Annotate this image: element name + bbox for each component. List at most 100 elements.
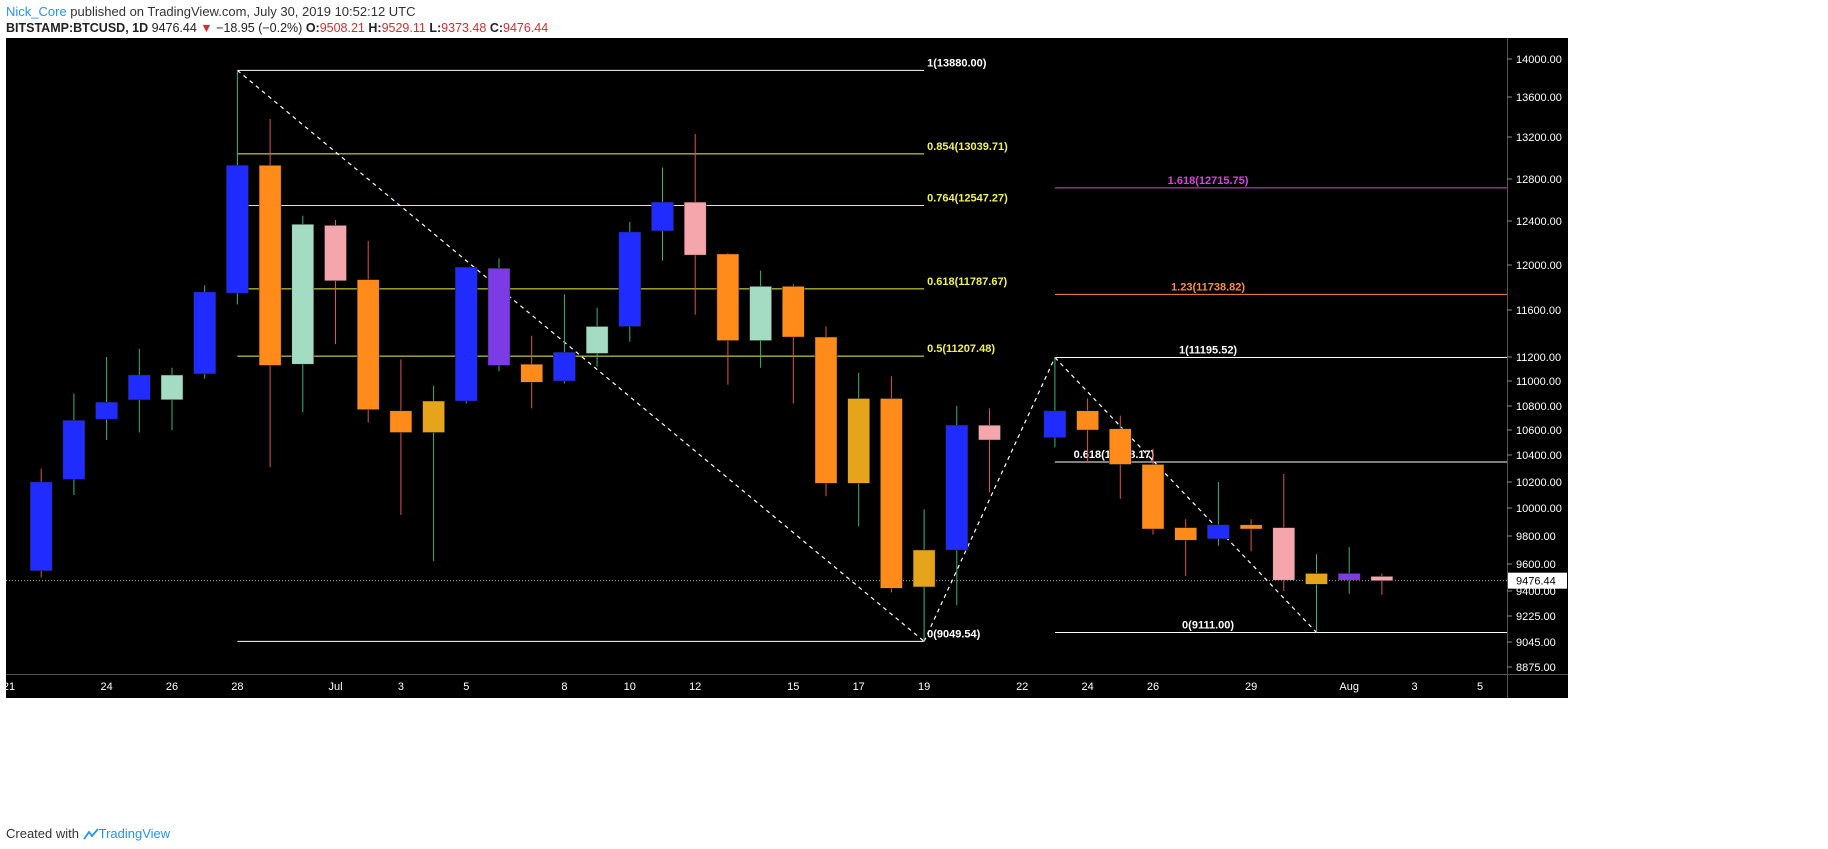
close-value: 9476.44 [503,21,549,35]
candle-body [945,424,969,551]
y-tick-label: 12800.00 [1516,174,1562,186]
candle-body [814,336,838,484]
current-price-tag [1508,572,1567,589]
y-tick-label: 12400.00 [1516,216,1562,228]
fib-level-label: 1(13880.00) [927,57,987,69]
x-tick-label: 17 [853,681,865,693]
last-price: 9476.44 [151,21,197,35]
candle-body [651,201,674,232]
price-axis-background [1507,38,1568,674]
y-tick-label: 8875.00 [1516,662,1556,674]
candle-body [553,352,576,382]
x-tick-label: 24 [1081,681,1093,693]
price-change: −18.95 (−0.2%) [216,21,303,35]
fib-level-label: 0.618(11787.67) [927,276,1007,288]
x-tick-label: 3 [1412,681,1418,693]
candle-body [29,481,53,571]
candle-body [356,279,380,410]
y-tick-label: 10000.00 [1516,503,1562,515]
candle-body [978,424,1001,441]
y-tick-label: 13600.00 [1516,92,1562,104]
y-tick-label: 14000.00 [1516,54,1562,66]
x-tick-label: 29 [1245,681,1257,693]
candle-body [1272,527,1296,581]
x-tick-label: 21 [3,681,15,693]
candle-body [95,402,118,420]
fib-level-label: 0(9049.54) [927,628,981,640]
candle-body [520,363,543,383]
y-tick-label: 9800.00 [1516,531,1556,543]
candle-body [847,398,870,484]
x-tick-label: 5 [1477,681,1483,693]
fib-level-label: 1.23(11738.82) [1171,281,1245,293]
candle-body [62,420,86,480]
y-tick-label: 9600.00 [1516,559,1556,571]
candle-body [1239,524,1263,530]
x-tick-label: 10 [624,681,636,693]
candle-body [1174,527,1197,541]
candle-body [1305,573,1328,585]
candle-body [618,231,642,327]
symbol-label: BITSTAMP:BTCUSD, 1D [6,21,149,35]
y-tick-label: 10400.00 [1516,450,1562,462]
username-link[interactable]: Nick_Core [6,4,67,19]
open-value: 9508.21 [319,21,365,35]
candle-body [389,410,413,433]
tradingview-brand: TradingView [98,826,171,841]
tradingview-logo-icon [82,828,99,840]
x-tick-label: 15 [787,681,799,693]
high-value: 9529.11 [381,21,426,35]
candle-body [716,253,740,341]
candle-body [1043,410,1067,438]
publish-line: Nick_Core published on TradingView.com, … [6,4,548,20]
low-value: 9373.48 [441,21,487,35]
time-axis-background [6,674,1568,698]
candle-body [683,201,707,256]
open-label: O: [305,21,320,35]
candle-body [422,400,445,433]
trend-line [237,69,925,642]
x-tick-label: 3 [398,681,404,693]
y-tick-label: 9400.00 [1516,586,1556,598]
current-price-label: 9476.44 [1516,576,1556,588]
candle-body [1141,464,1165,530]
low-label: L: [429,21,442,35]
y-tick-label: 12000.00 [1516,260,1562,272]
high-label: H: [368,21,382,35]
candle-body [487,268,511,366]
fib-level-label: 0.5(11207.48) [927,343,995,355]
y-tick-label: 10800.00 [1516,401,1562,413]
tradingview-link[interactable]: TradingView [82,826,171,841]
candle-body [128,374,151,400]
candle-body [193,291,216,375]
y-tick-label: 10600.00 [1516,425,1562,437]
candle-body [1370,576,1394,581]
fib-level-label: 1.618(12715.75) [1168,175,1249,187]
candle-body [1337,573,1361,581]
candle-body [585,326,609,354]
fib-level-label: 1(11195.52) [1179,345,1237,357]
x-tick-label: Aug [1339,681,1359,693]
candle-body [258,165,282,366]
x-tick-label: 5 [463,681,469,693]
candle-body [880,398,903,589]
candle-body [226,165,249,294]
y-tick-label: 11600.00 [1516,305,1561,317]
x-tick-label: 26 [1147,681,1159,693]
y-tick-label: 10200.00 [1516,477,1562,489]
candle-body [1076,410,1099,431]
x-tick-label: 26 [166,681,178,693]
chart-header: Nick_Core published on TradingView.com, … [6,4,548,36]
x-tick-label: 24 [100,681,112,693]
fib-level-label: 0.764(12547.27) [927,193,1008,205]
candle-body [749,286,772,341]
candle-body [160,374,184,400]
y-tick-label: 11200.00 [1516,352,1561,364]
y-tick-label: 11000.00 [1516,376,1561,388]
close-label: C: [489,21,504,35]
ohlc-line: BITSTAMP:BTCUSD, 1D 9476.44 ▼ −18.95 (−0… [6,20,548,36]
candle-body [1109,428,1132,465]
fib-level-label: 0(9111.00) [1182,619,1234,631]
candle-body [912,549,936,588]
